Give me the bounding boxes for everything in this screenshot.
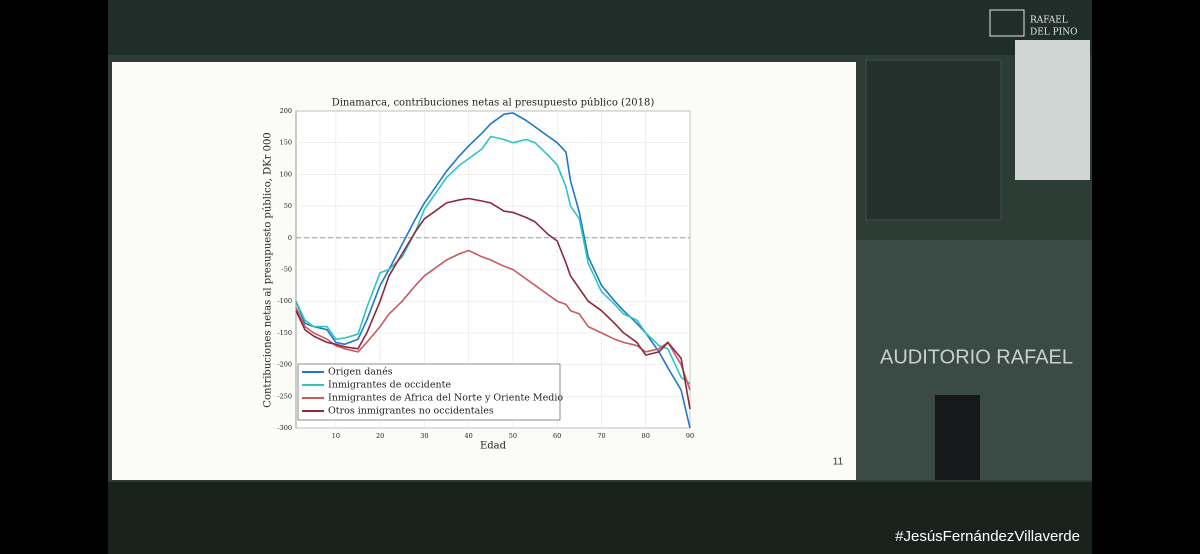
legend-box <box>297 363 561 421</box>
y-tick-label: -300 <box>277 424 292 432</box>
logo-line: RAFAEL <box>1030 16 1068 26</box>
y-tick-label: 50 <box>284 202 292 210</box>
ceiling <box>108 0 1092 55</box>
background-screen <box>865 59 1002 221</box>
y-tick-label: -150 <box>277 329 292 337</box>
y-tick-label: 150 <box>280 139 292 147</box>
slide-number: 11 <box>833 457 844 468</box>
chart: Dinamarca, contribuciones netas al presu… <box>263 98 695 452</box>
series-line <box>295 112 691 429</box>
y-tick-label: -200 <box>277 361 292 369</box>
x-tick-label: 80 <box>642 432 650 440</box>
y-tick-label: 200 <box>280 107 292 115</box>
series-line <box>295 197 691 410</box>
legend-label: Otros inmigrantes no occidentales <box>328 406 494 417</box>
background-banner <box>1015 40 1090 180</box>
y-tick-label: -100 <box>277 297 292 305</box>
x-tick-label: 90 <box>686 432 694 440</box>
y-axis-label: Contribuciones netas al presupuesto públ… <box>263 132 274 407</box>
series-line <box>295 249 691 391</box>
y-tick-label: 0 <box>288 234 292 242</box>
venue-sign: AUDITORIO RAFAEL <box>880 346 1073 368</box>
series-line <box>295 135 691 385</box>
audience <box>108 482 1092 554</box>
x-tick-label: 60 <box>553 432 561 440</box>
x-tick-label: 70 <box>597 432 605 440</box>
y-tick-label: -250 <box>277 392 292 400</box>
x-tick-label: 40 <box>465 432 473 440</box>
legend-label: Inmigrantes de occidente <box>328 380 451 391</box>
logo-emblem <box>989 9 1025 37</box>
chart-title: Dinamarca, contribuciones netas al presu… <box>332 98 655 109</box>
hashtag: #JesúsFernándezVillaverde <box>895 528 1080 545</box>
x-axis-label: Edad <box>480 441 507 452</box>
x-tick-label: 50 <box>509 432 517 440</box>
legend-label: Origen danés <box>328 367 393 378</box>
logo-line: DEL PINO <box>1030 28 1078 38</box>
x-tick-label: 20 <box>376 432 384 440</box>
x-tick-label: 30 <box>420 432 428 440</box>
y-tick-label: 100 <box>280 170 292 178</box>
x-tick-label: 10 <box>332 432 340 440</box>
legend-label: Inmigrantes de Africa del Norte y Orient… <box>328 393 563 404</box>
speaker <box>935 395 980 480</box>
y-tick-label: -50 <box>282 266 292 274</box>
